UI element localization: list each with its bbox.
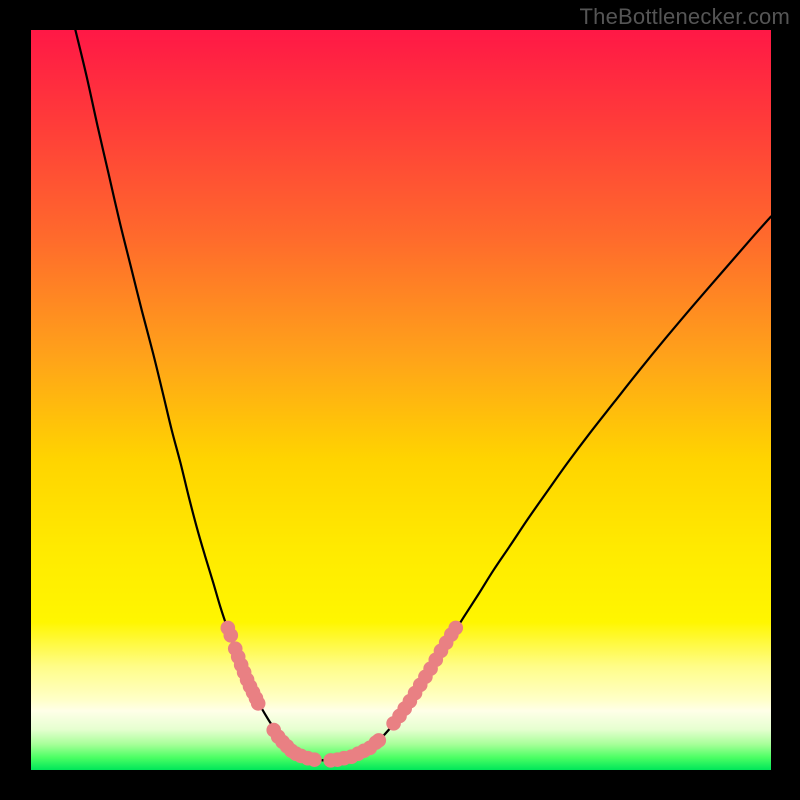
data-dot (307, 752, 322, 767)
data-dot (448, 621, 463, 636)
data-dot (224, 628, 239, 643)
chart-canvas: TheBottlenecker.com (0, 0, 800, 800)
plot-background (31, 30, 771, 770)
data-dot (372, 733, 387, 748)
plot-area (31, 30, 771, 770)
watermark-text: TheBottlenecker.com (580, 4, 790, 30)
data-dot (251, 696, 266, 711)
plot-svg (31, 30, 771, 770)
